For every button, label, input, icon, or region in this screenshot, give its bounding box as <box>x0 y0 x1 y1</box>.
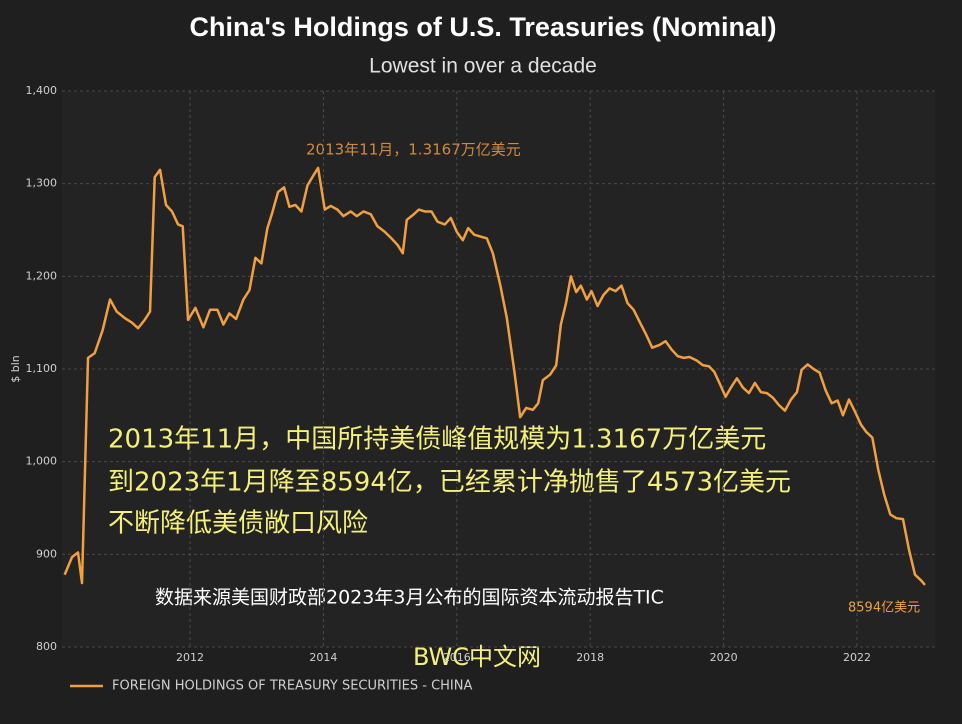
end-annotation: 8594亿美元 <box>848 601 920 616</box>
watermark: BWC中文网 <box>413 643 541 671</box>
overlay-text: 到2023年1月降至8594亿，已经累计净抛售了4573亿美元 <box>108 468 791 498</box>
legend-label: FOREIGN HOLDINGS OF TREASURY SECURITIES … <box>112 679 472 694</box>
y-tick-label: 900 <box>36 547 57 560</box>
x-tick-label: 2016 <box>443 651 471 664</box>
y-tick-label: 800 <box>36 640 57 653</box>
x-tick-label: 2012 <box>176 651 204 664</box>
overlay-text: 不断降低美债敞口风险 <box>108 509 368 539</box>
y-tick-label: 1,100 <box>26 362 58 375</box>
chart-subtitle: Lowest in over a decade <box>369 55 597 78</box>
x-tick-label: 2022 <box>843 651 871 664</box>
peak-annotation: 2013年11月，1.3167万亿美元 <box>306 141 521 159</box>
y-tick-label: 1,400 <box>26 84 58 97</box>
y-tick-label: 1,200 <box>26 269 58 282</box>
x-tick-label: 2014 <box>309 651 337 664</box>
y-tick-label: 1,300 <box>26 177 58 190</box>
chart-title: China's Holdings of U.S. Treasuries (Nom… <box>189 12 776 42</box>
y-axis-label: $ bln <box>9 355 22 383</box>
x-tick-label: 2020 <box>710 651 738 664</box>
source-note: 数据来源美国财政部2023年3月公布的国际资本流动报告TIC <box>155 587 664 609</box>
x-tick-label: 2018 <box>576 651 604 664</box>
line <box>63 166 926 586</box>
overlay-text: 2013年11月，中国所持美债峰值规模为1.3167万亿美元 <box>108 425 766 455</box>
y-tick-label: 1,000 <box>26 455 58 468</box>
